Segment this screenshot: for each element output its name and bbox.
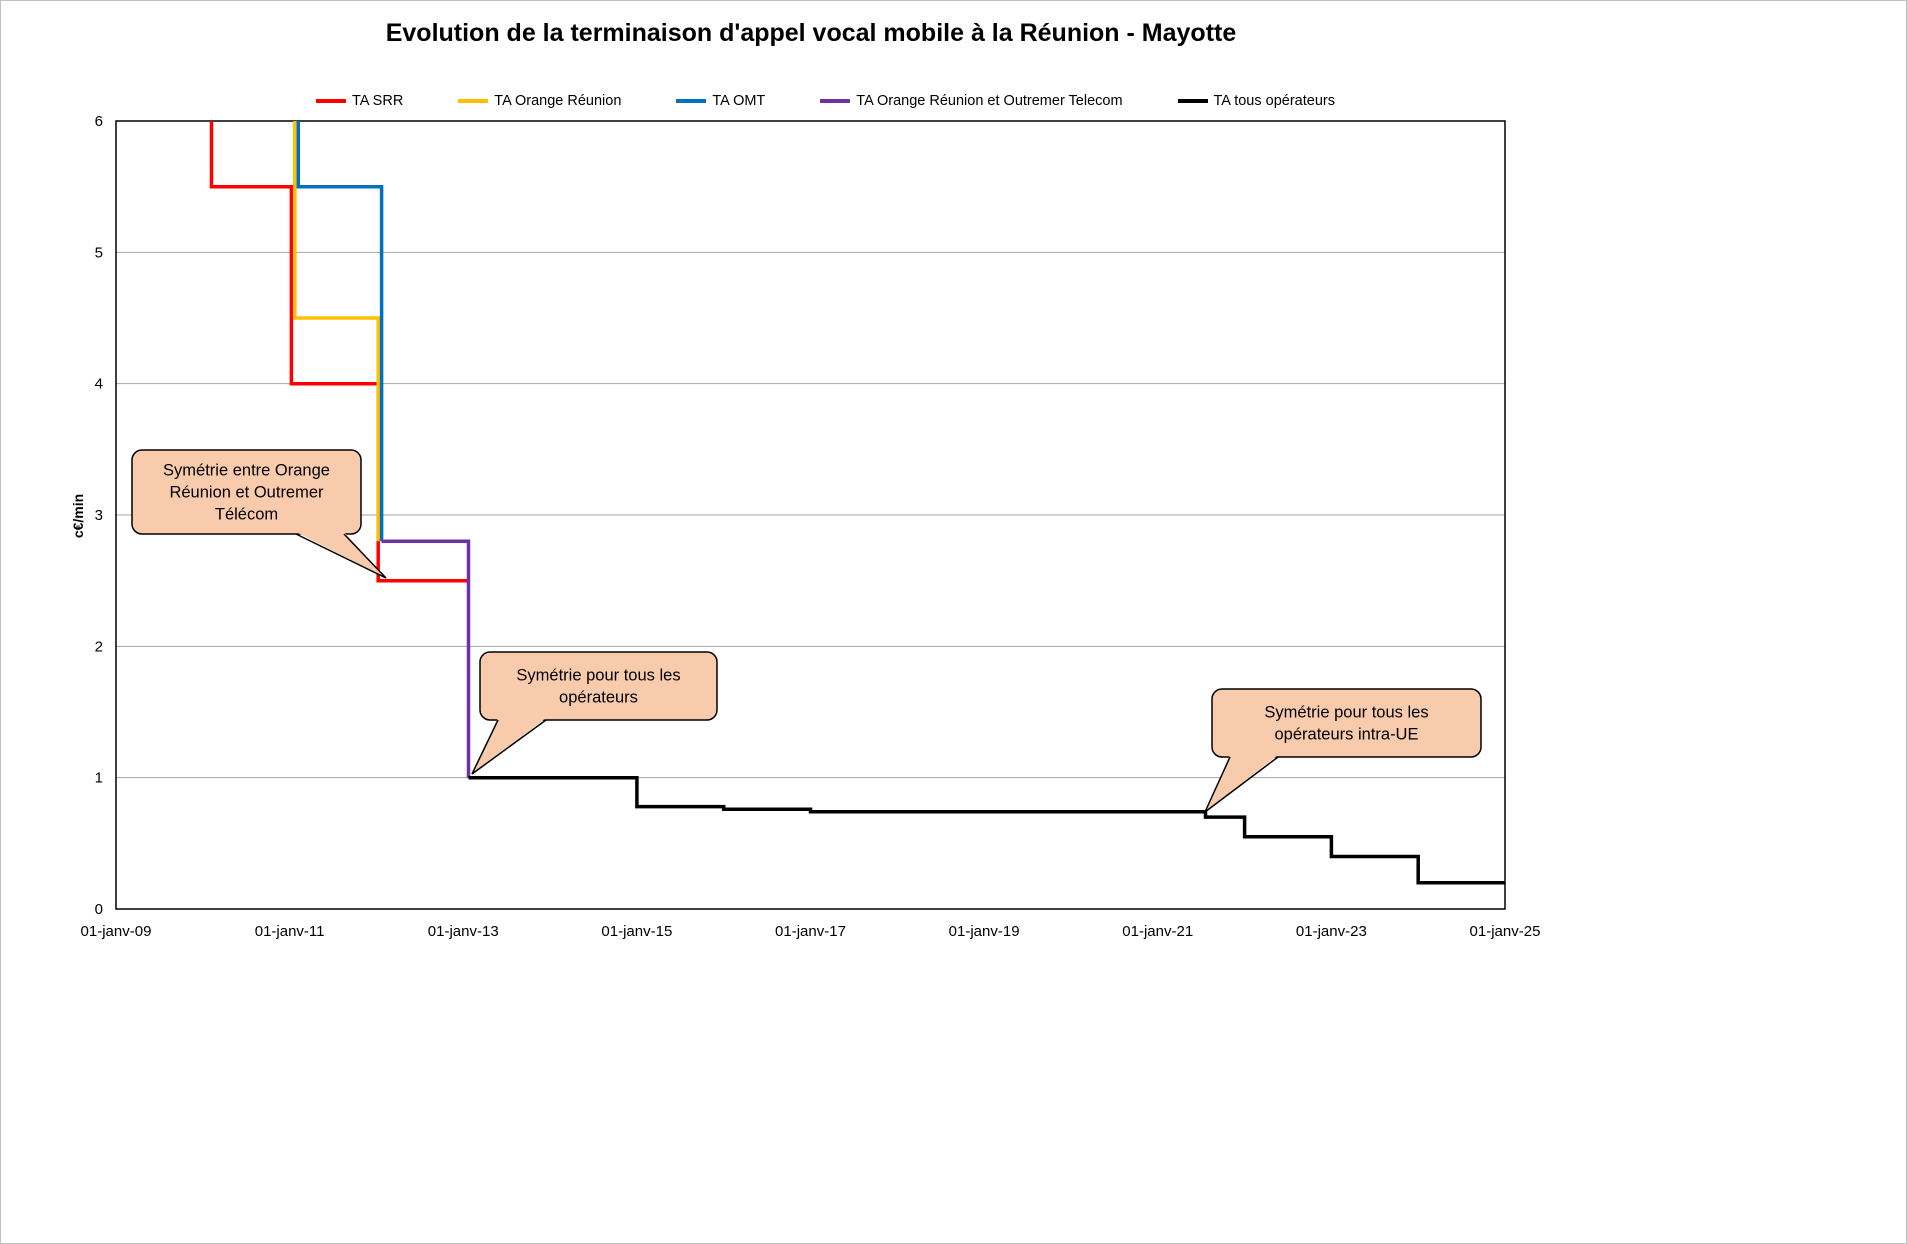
plot-border bbox=[115, 120, 1506, 910]
series-line-ta-orange-r-union bbox=[293, 121, 380, 542]
legend-item-ta-srr: TA SRR bbox=[316, 93, 403, 109]
annotation-tail-outline bbox=[471, 719, 547, 775]
legend-line-swatch bbox=[316, 99, 346, 103]
annotation-text-line: opérateurs intra-UE bbox=[1275, 726, 1419, 744]
y-tick-label: 2 bbox=[95, 638, 103, 655]
series-line-ta-tous-op-rateurs bbox=[468, 775, 1505, 885]
legend-item-ta-tous-operateurs: TA tous opérateurs bbox=[1177, 93, 1335, 109]
annotation-text-line: Télécom bbox=[215, 506, 278, 524]
annotation-callout: Symétrie entre Orange Réunion et Outremer… bbox=[131, 449, 387, 579]
series-line-ta-srr bbox=[209, 121, 469, 583]
legend-line-swatch bbox=[458, 99, 489, 103]
annotation-tail-outline bbox=[1204, 756, 1279, 813]
legend-item-ta-orange-reunion: TA Orange Réunion bbox=[458, 93, 621, 109]
x-tick-label: 01-janv-09 bbox=[81, 923, 152, 940]
x-tick-label: 01-janv-23 bbox=[1296, 923, 1367, 940]
y-tick-label: 0 bbox=[95, 901, 103, 918]
x-tick-label: 01-janv-25 bbox=[1470, 923, 1541, 940]
annotation-text-line: Symétrie entre Orange bbox=[163, 462, 330, 480]
legend-label: TA tous opérateurs bbox=[1213, 93, 1335, 109]
y-tick-label: 6 bbox=[95, 113, 103, 130]
chart-title: Evolution de la terminaison d'appel voca… bbox=[385, 19, 1237, 47]
legend-label: TA SRR bbox=[352, 93, 404, 109]
x-tick-label: 01-janv-21 bbox=[1122, 923, 1193, 940]
series-line-ta-orange-r-union-et-outremer-telecom bbox=[381, 539, 471, 778]
annotation-tail-outline bbox=[295, 533, 387, 579]
legend-label: TA Orange Réunion bbox=[494, 93, 622, 109]
y-tick-label: 5 bbox=[95, 244, 103, 261]
legend-item-ta-omt: TA OMT bbox=[676, 93, 765, 109]
annotation-box bbox=[131, 449, 362, 535]
y-tick-label: 4 bbox=[95, 376, 103, 393]
legend-line-swatch bbox=[1177, 99, 1208, 103]
chart-legend: TA SRR TA Orange Réunion TA OMT TA Orang… bbox=[316, 93, 1335, 109]
annotation-text-line: opérateurs bbox=[559, 689, 638, 707]
x-tick-label: 01-janv-15 bbox=[601, 923, 672, 940]
annotation-callout: Symétrie pour tous les opérateurs intra-U… bbox=[1204, 688, 1482, 813]
annotation-text-line: Symétrie pour tous les bbox=[516, 667, 680, 685]
legend-line-swatch bbox=[676, 99, 707, 103]
annotation-box bbox=[1211, 688, 1482, 758]
annotation-text-line: Réunion et Outremer bbox=[169, 484, 324, 502]
x-tick-label: 01-janv-11 bbox=[255, 923, 325, 940]
legend-label: TA Orange Réunion et Outremer Telecom bbox=[856, 93, 1123, 109]
y-tick-label: 1 bbox=[95, 770, 103, 787]
y-tick-label: 3 bbox=[95, 507, 103, 524]
legend-item-ta-orange-reunion-outremer: TA Orange Réunion et Outremer Telecom bbox=[820, 93, 1123, 109]
annotation-box bbox=[479, 651, 718, 721]
legend-label: TA OMT bbox=[712, 93, 766, 109]
series-line-ta-omt bbox=[296, 121, 384, 542]
annotation-callout: Symétrie pour tous les opérateurs bbox=[471, 651, 718, 775]
legend-line-swatch bbox=[820, 99, 851, 103]
x-tick-label: 01-janv-17 bbox=[775, 923, 846, 940]
x-tick-label: 01-janv-13 bbox=[428, 923, 499, 940]
annotation-text-line: Symétrie pour tous les bbox=[1264, 704, 1428, 722]
x-tick-label: 01-janv-19 bbox=[949, 923, 1020, 940]
